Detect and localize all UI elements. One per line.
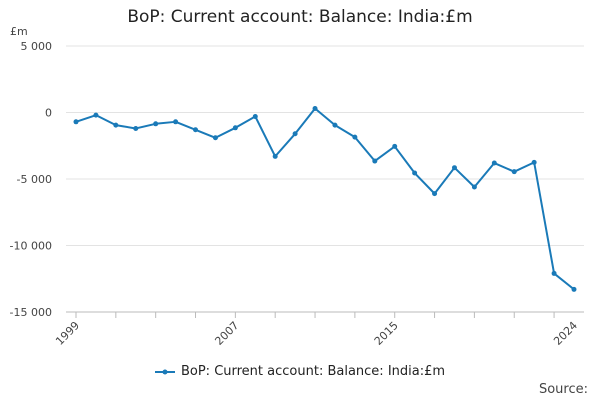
- y-tick-label: 5 000: [21, 40, 53, 53]
- y-tick-label: 0: [45, 107, 52, 120]
- y-tick-label: -15 000: [10, 306, 52, 319]
- data-point: [392, 143, 398, 149]
- x-tick-label: 2015: [372, 319, 401, 348]
- data-point: [193, 127, 199, 133]
- y-tick-label: -5 000: [17, 173, 52, 186]
- series-line: [75, 107, 575, 291]
- data-point: [432, 191, 438, 197]
- data-point: [153, 121, 159, 127]
- data-point: [73, 119, 79, 125]
- data-point: [312, 106, 318, 112]
- data-point: [252, 113, 258, 119]
- data-point: [412, 170, 418, 176]
- data-point: [352, 134, 358, 140]
- data-point: [113, 122, 119, 128]
- x-axis: 1999 2007 2015 2024: [53, 311, 584, 348]
- data-point: [372, 158, 378, 164]
- data-point: [232, 125, 238, 131]
- chart-title: BoP: Current account: Balance: India:£m: [127, 7, 473, 27]
- series-layer: [73, 106, 577, 292]
- data-point: [173, 119, 179, 125]
- data-point: [551, 270, 557, 276]
- gridlines: [66, 45, 584, 313]
- data-point: [491, 160, 497, 166]
- data-point: [451, 165, 457, 171]
- data-point: [471, 184, 477, 190]
- source-label: Source:: [538, 382, 588, 397]
- data-point: [332, 122, 338, 128]
- data-point: [511, 169, 517, 175]
- data-point: [571, 286, 577, 292]
- data-point: [292, 131, 298, 137]
- y-tick-label: -10 000: [10, 240, 52, 253]
- data-point: [531, 159, 537, 165]
- legend-label: BoP: Current account: Balance: India:£m: [180, 364, 446, 379]
- data-point: [93, 112, 99, 118]
- x-tick-label: 2024: [551, 319, 580, 348]
- x-tick-label: 2007: [212, 319, 241, 348]
- y-axis-ticks: 5 000 0 -5 000 -10 000 -15 000: [10, 40, 52, 319]
- data-point: [212, 135, 218, 141]
- data-point: [133, 125, 139, 131]
- x-tick-label: 1999: [53, 319, 82, 348]
- y-unit-label: £m: [10, 25, 28, 38]
- legend-swatch: [154, 369, 175, 374]
- data-point: [272, 153, 278, 159]
- legend: BoP: Current account: Balance: India:£m: [0, 364, 600, 379]
